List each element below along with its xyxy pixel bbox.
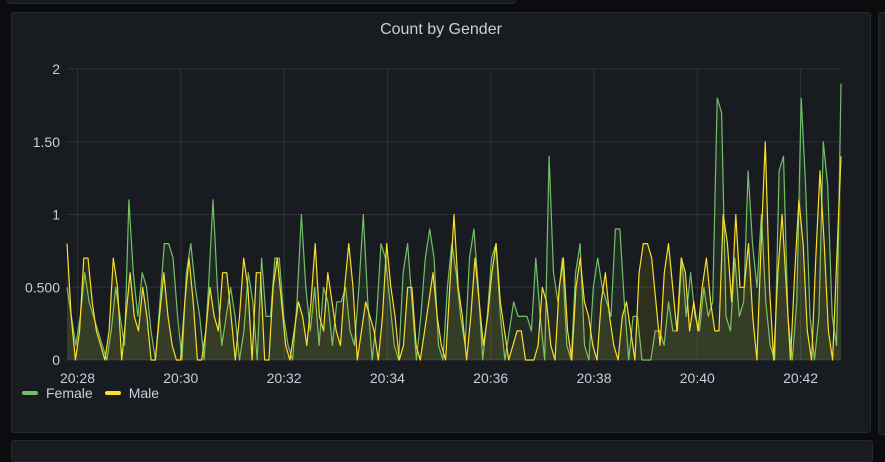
time-series-chart[interactable]: 0 0.500 1 1.50 2 20:28 20:30 20:32 20:34 20:36 20:… — [0, 0, 885, 445]
x-axis-tick-label: 20:30 — [163, 370, 198, 386]
y-axis-tick-label: 0.500 — [25, 279, 60, 295]
adjacent-panel-edge — [878, 12, 885, 435]
x-axis-tick-label: 20:36 — [473, 370, 508, 386]
previous-panel-edge — [7, 0, 516, 4]
legend-label-male: Male — [128, 385, 160, 401]
y-axis-tick-label: 0 — [52, 352, 60, 368]
x-axis-tick-label: 20:32 — [267, 370, 302, 386]
legend-label-female: Female — [46, 385, 93, 401]
y-axis-tick-label: 1 — [52, 207, 60, 223]
next-panel-edge — [11, 440, 873, 462]
male-color-swatch-icon — [104, 391, 121, 395]
time-series-panel: Count by Gender — [11, 12, 871, 433]
female-series-line[interactable] — [66, 83, 842, 361]
female-color-swatch-icon — [22, 391, 38, 395]
male-series-line[interactable] — [66, 141, 842, 361]
legend-item-male[interactable]: Male — [104, 385, 160, 401]
y-axis-tick-label: 2 — [52, 61, 60, 77]
x-axis-tick-label: 20:42 — [783, 370, 818, 386]
x-axis-tick-label: 20:28 — [60, 370, 95, 386]
y-axis-tick-label: 1.50 — [33, 134, 60, 150]
legend: Female Male — [22, 385, 159, 401]
male-series-area — [67, 141, 841, 360]
x-axis-tick-label: 20:38 — [576, 370, 611, 386]
x-axis-tick-label: 20:40 — [680, 370, 715, 386]
panel-title[interactable]: Count by Gender — [380, 21, 502, 38]
legend-item-female[interactable]: Female — [22, 385, 93, 401]
x-axis-tick-label: 20:34 — [370, 370, 405, 386]
